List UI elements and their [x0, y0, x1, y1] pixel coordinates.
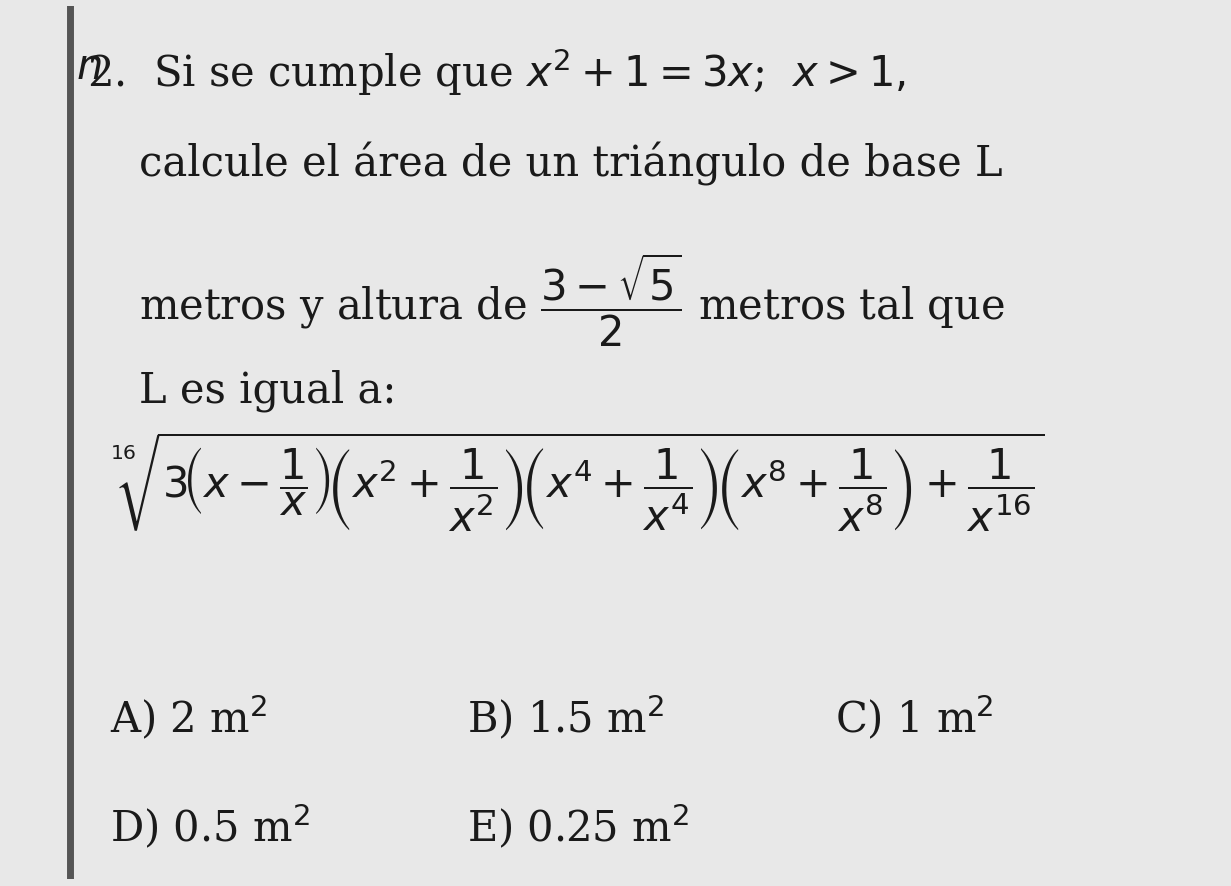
Text: C) 1 m$^2$: C) 1 m$^2$ — [835, 692, 993, 741]
Text: calcule el área de un triángulo de base L: calcule el área de un triángulo de base … — [139, 142, 1003, 186]
Text: $\sqrt[16]{3\!\left(x - \dfrac{1}{x}\right)\!\left(x^2 + \dfrac{1}{x^2}\right)\!: $\sqrt[16]{3\!\left(x - \dfrac{1}{x}\rig… — [111, 430, 1045, 532]
Text: 2.  Si se cumple que $x^2 + 1 = 3x$;  $x > 1,$: 2. Si se cumple que $x^2 + 1 = 3x$; $x >… — [87, 46, 906, 97]
Text: L es igual a:: L es igual a: — [139, 369, 396, 411]
Text: A) 2 m$^2$: A) 2 m$^2$ — [111, 692, 267, 741]
Text: D) 0.5 m$^2$: D) 0.5 m$^2$ — [111, 801, 310, 850]
Text: B) 1.5 m$^2$: B) 1.5 m$^2$ — [467, 692, 664, 741]
Text: metros y altura de $\dfrac{3 - \sqrt{5}}{2}$ metros tal que: metros y altura de $\dfrac{3 - \sqrt{5}}… — [139, 251, 1004, 348]
Text: E) 0.25 m$^2$: E) 0.25 m$^2$ — [467, 801, 689, 850]
Text: $\mathit{n}$: $\mathit{n}$ — [76, 46, 101, 88]
